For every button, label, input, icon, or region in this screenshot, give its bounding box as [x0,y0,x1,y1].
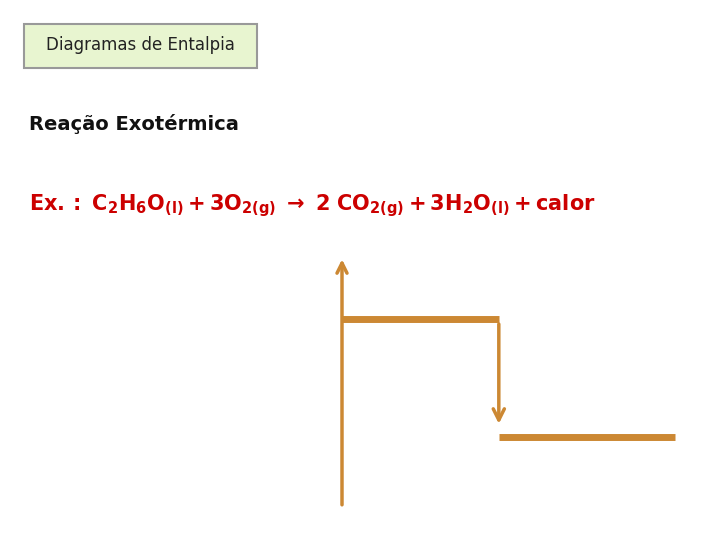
Text: C + D: C + D [518,409,570,427]
Text: $H_f$: $H_f$ [309,428,328,447]
FancyBboxPatch shape [24,24,257,68]
Text: ΔH < 0: ΔH < 0 [532,357,590,372]
Text: $H_i$: $H_i$ [311,309,328,328]
Text: A + B: A + B [366,287,417,305]
Text: Diagramas de Entalpia: Diagramas de Entalpia [46,36,235,54]
Text: Reação Exotérmica: Reação Exotérmica [29,114,238,134]
Text: Entalpia (H): Entalpia (H) [238,259,312,272]
Text: $\mathbf{Ex.:}$ $\mathbf{C_2H_6O_{(l)} + 3O_{2(g)}}$ $\mathbf{\rightarrow}$ $\ma: $\mathbf{Ex.:}$ $\mathbf{C_2H_6O_{(l)} +… [29,192,595,219]
Text: Caminho da reação: Caminho da reação [450,491,585,505]
